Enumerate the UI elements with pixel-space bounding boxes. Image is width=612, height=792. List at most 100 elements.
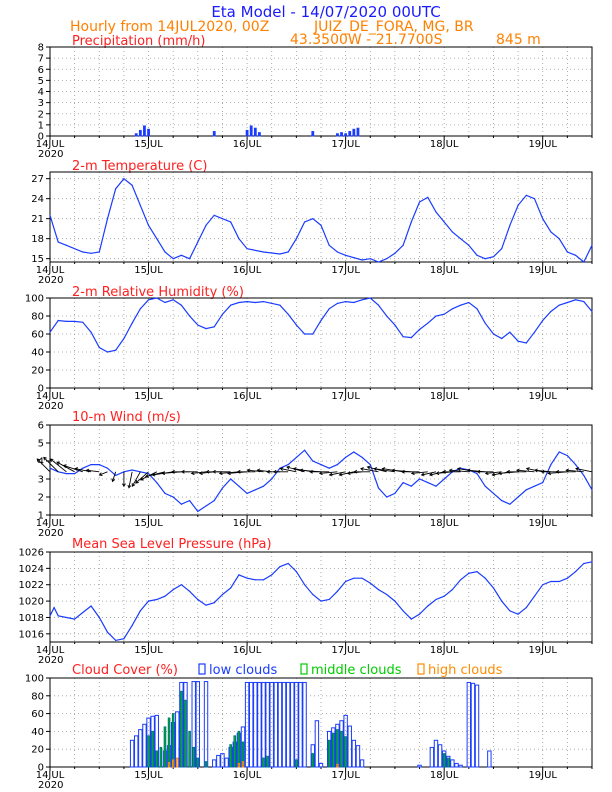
cloud-xtick-label: 15JUL xyxy=(134,770,163,781)
mslp-point xyxy=(139,610,141,612)
rh-point xyxy=(394,324,396,326)
cloud-mid-bar xyxy=(233,735,237,768)
cloud-mid-bar xyxy=(196,757,200,768)
mslp-point xyxy=(254,579,256,581)
wind-arrow-head xyxy=(346,471,351,476)
cloud-low-bar xyxy=(450,759,455,768)
rh-point xyxy=(98,346,100,349)
mslp-point xyxy=(460,579,462,581)
wind-arrow-head xyxy=(98,472,103,476)
precip-ytick-label: 0 xyxy=(38,132,44,143)
rh-point xyxy=(123,337,125,340)
rh-point xyxy=(533,331,536,333)
temp-series xyxy=(49,177,593,263)
wind-arrow xyxy=(99,471,108,476)
rh-point xyxy=(172,299,174,301)
temp-point xyxy=(312,218,314,220)
temp-point xyxy=(172,258,174,260)
legend-mid-swatch xyxy=(300,663,308,675)
precip-xtick-label: 16JUL xyxy=(233,139,262,150)
mslp-point xyxy=(74,618,76,620)
mslp-point xyxy=(533,595,536,597)
temp-point xyxy=(123,178,125,180)
legend-low-label: low clouds xyxy=(209,663,278,678)
mslp-point xyxy=(82,611,84,614)
rh-point xyxy=(262,301,265,303)
mslp-point xyxy=(115,639,117,641)
wind-point xyxy=(328,467,330,469)
wind-point xyxy=(418,478,421,480)
mslp-ytick-label: 1018 xyxy=(19,613,44,624)
precip-precip-bar xyxy=(344,133,348,137)
temp-point xyxy=(320,224,322,226)
wind-arrow-head xyxy=(484,471,489,476)
precip-precip-bar xyxy=(245,129,249,137)
cloud-high-bar xyxy=(167,762,171,768)
wind-point xyxy=(550,464,552,466)
rh-point xyxy=(402,336,404,338)
wind-point xyxy=(410,485,412,487)
mslp-point xyxy=(221,593,224,596)
temp-point xyxy=(197,241,199,243)
mslp-point xyxy=(566,577,568,579)
cloud-low-bar xyxy=(220,753,225,768)
rh-point xyxy=(345,301,347,303)
rh-ytick-label: 40 xyxy=(31,348,44,359)
wind-arrow xyxy=(56,461,75,473)
cloud-low-bar xyxy=(347,725,352,768)
rh-point xyxy=(90,331,92,333)
mslp-point xyxy=(574,571,577,573)
temp-point xyxy=(246,248,248,250)
cloud-mid-bar xyxy=(163,726,167,768)
wind-point xyxy=(525,489,527,491)
wind-arrow-head xyxy=(190,471,195,476)
mslp-point xyxy=(180,584,182,586)
rh-point xyxy=(418,328,421,331)
temp-point xyxy=(65,244,68,246)
mslp-ytick-label: 1022 xyxy=(19,580,44,591)
wind-arrow-head xyxy=(540,469,545,474)
mslp-point xyxy=(369,582,371,584)
precip-precip-bar xyxy=(258,132,261,137)
precip-ytick-label: 4 xyxy=(38,87,44,98)
header-elevation: 845 m xyxy=(496,32,541,48)
temp-point xyxy=(484,258,486,260)
temp-point xyxy=(402,244,404,246)
precip-ytick-label: 6 xyxy=(38,65,44,76)
wind-point xyxy=(402,482,404,484)
mslp-point xyxy=(106,631,109,633)
mslp-point xyxy=(484,577,486,579)
wind-arrow-head xyxy=(328,472,333,477)
wind-arrow-head xyxy=(272,469,277,474)
rh-xtick-label: 16JUL xyxy=(233,391,262,402)
wind-point xyxy=(205,505,207,507)
cloud-mid-bar xyxy=(204,761,208,768)
wind-arrow-head xyxy=(49,458,54,462)
wind-series xyxy=(49,449,593,513)
precip-ytick-label: 2 xyxy=(38,109,44,120)
precip-precip-bar xyxy=(311,131,315,137)
wind-arrow-head xyxy=(442,469,446,474)
precip-xtick-label: 15JUL xyxy=(134,139,163,150)
wind-arrow-head xyxy=(491,472,496,477)
wind-arrow xyxy=(339,471,354,476)
mslp-ytick-label: 1026 xyxy=(19,548,44,559)
mslp-point xyxy=(156,598,158,601)
cloud-mid-bar xyxy=(340,730,343,768)
wind-arrow-head xyxy=(266,469,270,474)
mslp-point xyxy=(123,638,125,640)
wind-arrow-head xyxy=(227,471,231,476)
cloud-low-bar xyxy=(216,754,221,768)
wind-point xyxy=(509,503,511,505)
wind-arrow-head xyxy=(309,469,313,474)
wind-arrow xyxy=(112,471,117,482)
temp-point xyxy=(189,258,191,260)
temp-point xyxy=(468,244,470,246)
temp-point xyxy=(460,238,462,240)
cloud-low-bar xyxy=(285,681,291,768)
temp-point xyxy=(57,241,59,243)
mslp-ytick-label: 1024 xyxy=(19,564,44,575)
temp-point xyxy=(509,224,511,226)
cloud-low-bar xyxy=(142,723,147,768)
rh-point xyxy=(517,340,519,342)
